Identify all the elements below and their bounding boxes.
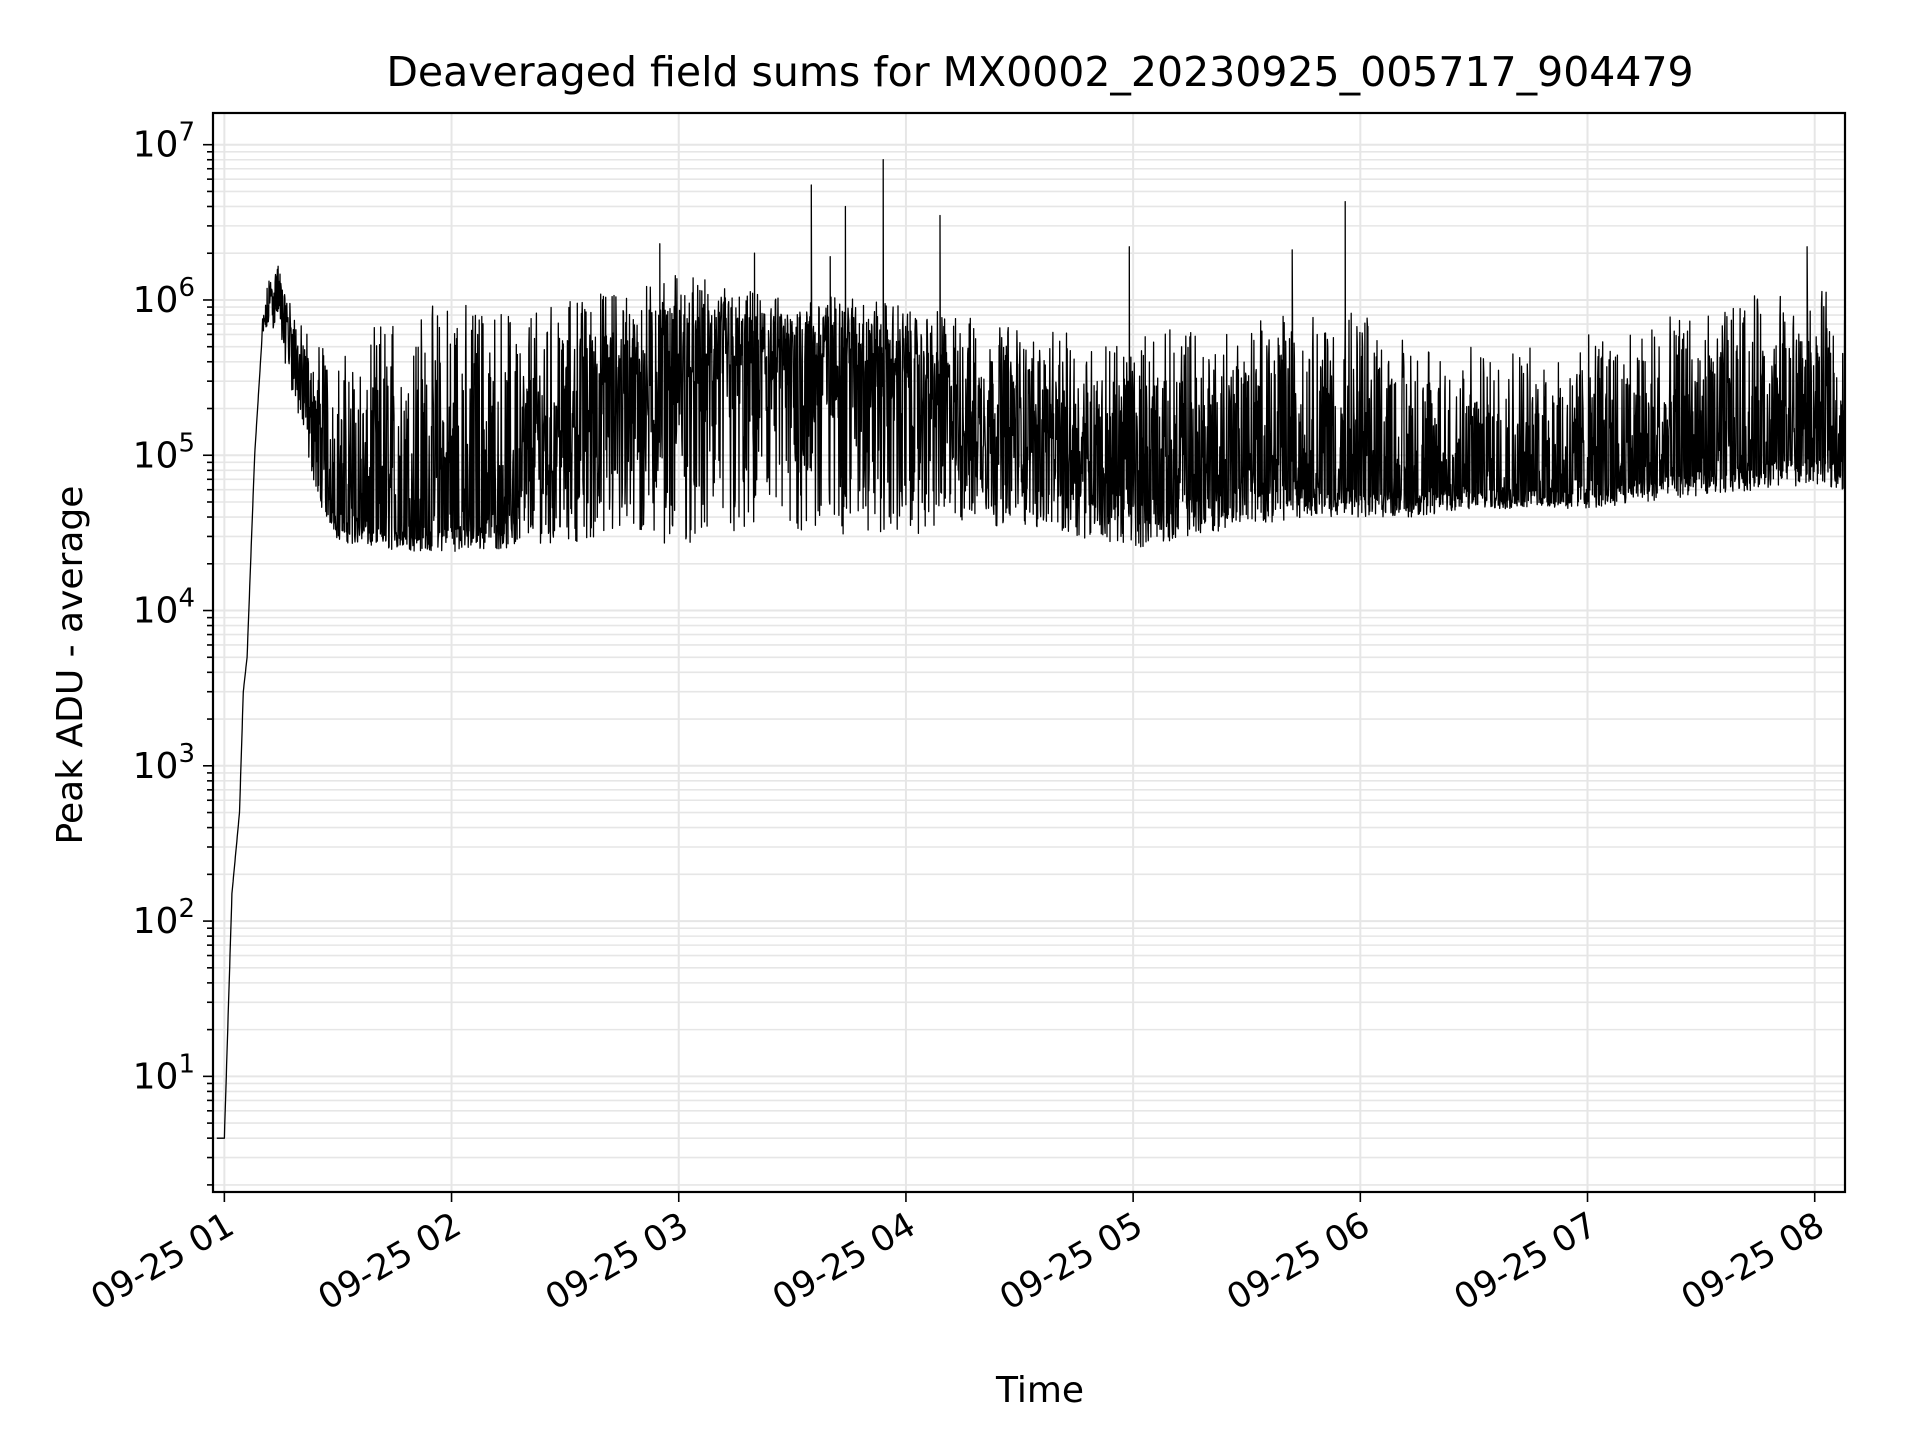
- y-tick-label: 105: [133, 428, 195, 476]
- y-tick-label: 103: [133, 739, 195, 787]
- y-tick-label-exponent: 6: [178, 273, 195, 303]
- y-tick-label-base: 10: [133, 435, 179, 476]
- y-tick-label-base: 10: [133, 280, 179, 321]
- y-tick-label-exponent: 4: [178, 584, 195, 614]
- y-tick-label: 102: [133, 894, 195, 942]
- y-tick-label-base: 10: [133, 591, 179, 632]
- y-tick-label: 107: [133, 118, 195, 166]
- y-tick-label-exponent: 2: [178, 894, 195, 924]
- plot-frame: [211, 111, 1847, 1194]
- series-line-path: [216, 159, 1846, 1139]
- y-tick-label-base: 10: [133, 125, 179, 166]
- y-tick-label-exponent: 7: [178, 118, 195, 148]
- y-tick-label-base: 10: [133, 901, 179, 942]
- grid: [213, 113, 1845, 1192]
- y-tick-label-exponent: 3: [178, 739, 195, 769]
- chart-title: Deaveraged field sums for MX0002_2023092…: [386, 48, 1693, 96]
- y-tick-label: 101: [133, 1049, 195, 1097]
- series-line: [216, 159, 1846, 1139]
- y-axis-label: Peak ADU - average: [50, 486, 91, 845]
- y-tick-label-exponent: 5: [178, 428, 195, 458]
- y-tick-label-base: 10: [133, 1056, 179, 1097]
- y-tick-label-base: 10: [133, 746, 179, 787]
- x-axis-label: Time: [995, 1370, 1084, 1411]
- y-tick-label: 104: [133, 584, 195, 632]
- y-tick-label: 106: [133, 273, 195, 321]
- y-tick-label-exponent: 1: [178, 1049, 195, 1079]
